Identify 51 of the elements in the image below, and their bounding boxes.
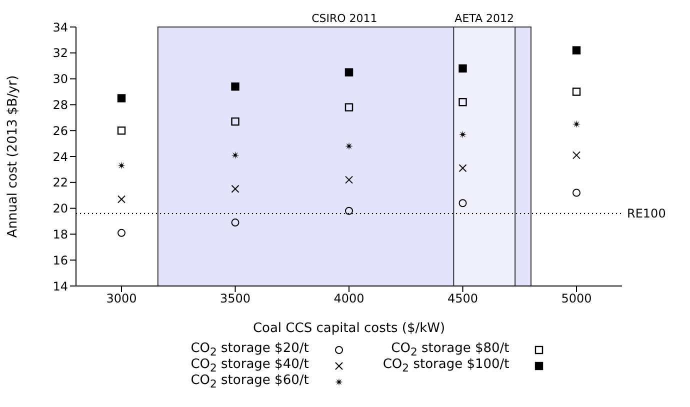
y-tick-label: 34 — [52, 20, 68, 34]
x-tick-label: 4500 — [447, 292, 478, 306]
y-axis-title: Annual cost (2013 $B/yr) — [6, 75, 21, 238]
point — [458, 164, 467, 172]
x-tick-label: 3000 — [106, 292, 137, 306]
point — [118, 195, 126, 204]
y-tick-label: 26 — [52, 124, 68, 138]
y-tick-label: 24 — [52, 150, 68, 164]
point — [458, 130, 467, 138]
y-tick-label: 14 — [52, 279, 68, 294]
legend-label: CO$_{2}$ storage $100/t — [382, 357, 510, 375]
point — [118, 228, 126, 237]
point — [345, 206, 353, 215]
legend-label: CO$_{2}$ storage $60/t — [190, 373, 309, 391]
point — [344, 68, 354, 76]
band-label: CSIRO 2011 — [312, 12, 378, 25]
point — [458, 98, 467, 106]
y-tick-label: 18 — [52, 227, 68, 242]
point — [572, 151, 580, 160]
point — [572, 88, 581, 96]
x-tick-label: 3500 — [220, 292, 251, 306]
legend-label: CO$_{2}$ storage $80/t — [391, 341, 510, 359]
point — [117, 126, 126, 135]
x-tick-label: 5000 — [561, 292, 592, 306]
x-tick-label: 4000 — [334, 292, 364, 306]
legend-label: CO$_{2}$ storage $20/t — [190, 341, 309, 359]
band-label: AETA 2012 — [454, 12, 514, 25]
point — [572, 188, 580, 197]
point — [572, 46, 581, 54]
point — [231, 151, 240, 160]
ref-line-label: RE100 — [627, 206, 666, 221]
point — [458, 199, 467, 208]
point — [458, 64, 467, 73]
y-tick-label: 28 — [52, 98, 68, 112]
point — [572, 120, 580, 128]
legend-label: CO$_{2}$ storage $40/t — [190, 357, 309, 375]
y-tick-label: 20 — [52, 202, 68, 216]
x-axis-title: Coal CCS capital costs ($/kW) — [252, 321, 446, 336]
y-tick-label: 30 — [52, 72, 68, 86]
y-tick-label: 16 — [52, 253, 68, 268]
point — [231, 82, 240, 91]
point — [118, 162, 126, 170]
y-tick-label: 22 — [52, 176, 68, 190]
point — [344, 103, 354, 112]
point — [345, 142, 353, 150]
point — [231, 117, 240, 126]
point — [231, 184, 240, 193]
point — [345, 176, 353, 184]
point — [117, 94, 126, 102]
y-tick-label: 32 — [52, 46, 68, 60]
point — [231, 218, 240, 227]
